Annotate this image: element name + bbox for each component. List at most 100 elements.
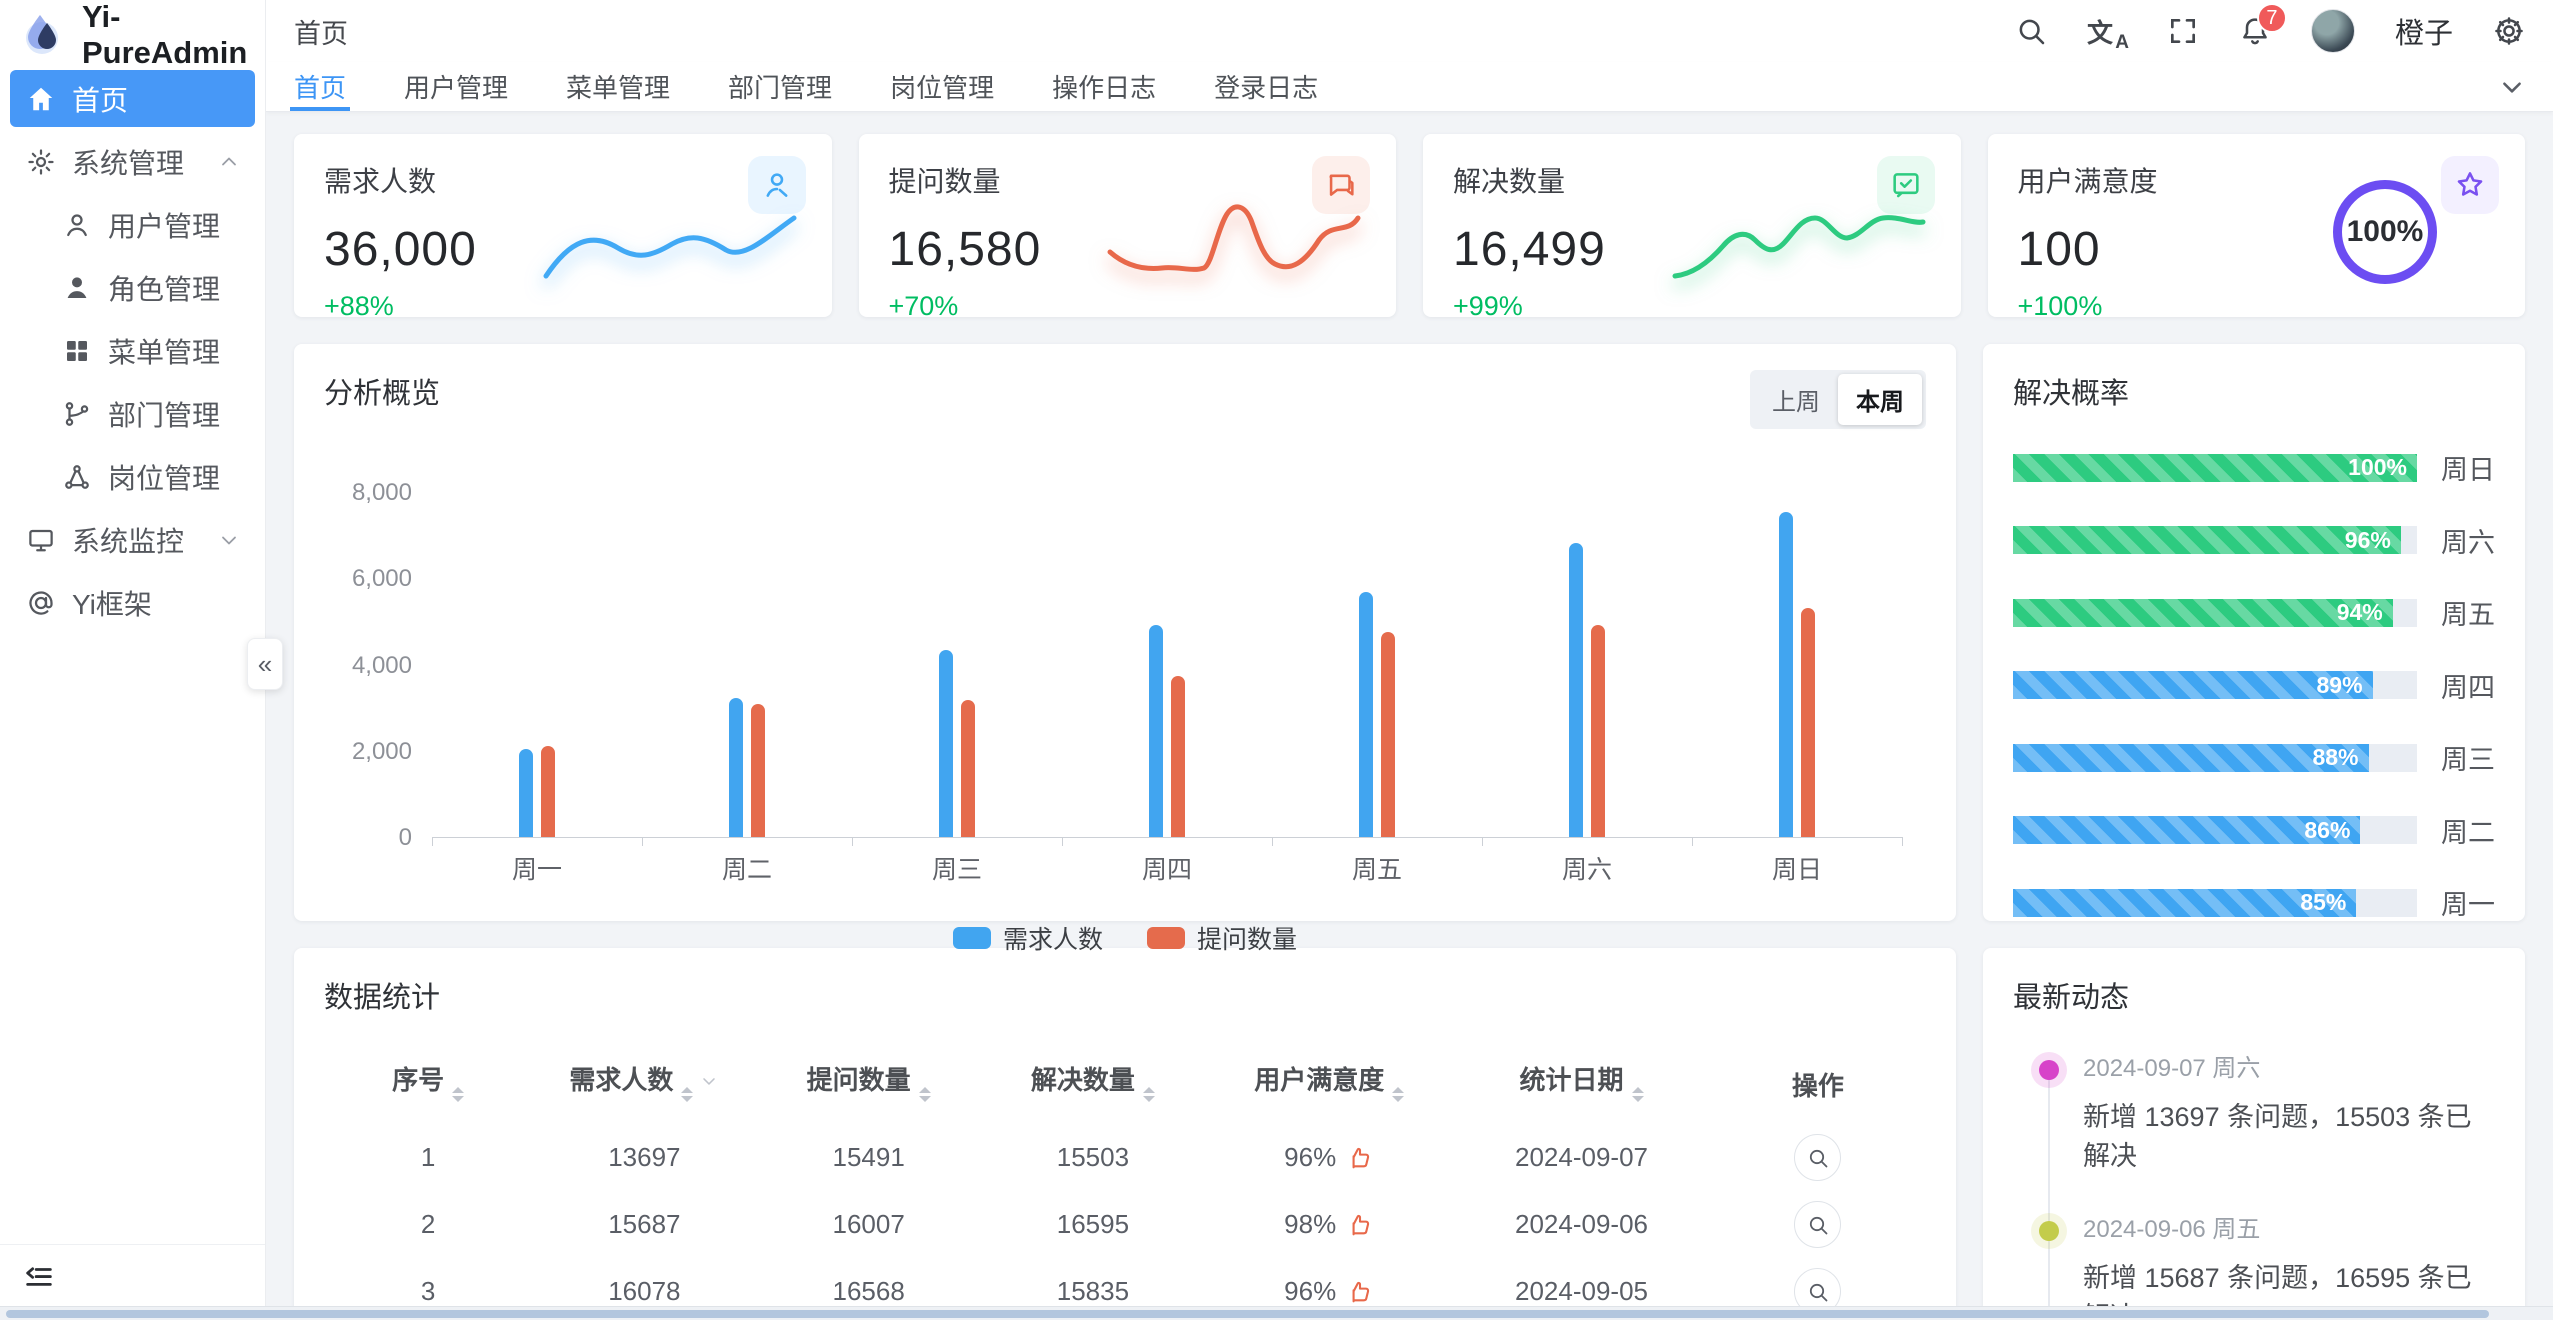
row-view-button[interactable] bbox=[1794, 1201, 1842, 1248]
bar-提问数量[interactable] bbox=[1171, 676, 1185, 837]
sidebar-item-home[interactable]: 首页 bbox=[10, 70, 255, 127]
chart-range-toggle: 上周 本周 bbox=[1750, 370, 1926, 429]
settings-gear-icon[interactable] bbox=[2493, 15, 2525, 47]
column-header-4[interactable]: 用户满意度 bbox=[1205, 1044, 1453, 1124]
tab-5[interactable]: 操作日志 bbox=[1052, 73, 1157, 103]
column-header-5[interactable]: 统计日期 bbox=[1453, 1044, 1709, 1124]
cell-index: 2 bbox=[420, 1209, 436, 1239]
solve-row-周一: 85% 周一 bbox=[2013, 883, 2495, 922]
filter-chevron-down-icon[interactable] bbox=[699, 1071, 719, 1091]
progress-fill: 100% bbox=[2013, 453, 2417, 482]
collapse-sidebar-icon[interactable] bbox=[22, 1261, 56, 1295]
column-header-2[interactable]: 提问数量 bbox=[757, 1044, 981, 1124]
table-header: 序号 需求人数 提问数量 解决数量 用户满意度 统计日期 操作 bbox=[324, 1044, 1926, 1124]
bar-需求人数[interactable] bbox=[1569, 543, 1583, 837]
home-icon bbox=[26, 84, 56, 114]
legend-item-需求人数[interactable]: 需求人数 bbox=[952, 920, 1103, 956]
timeline-title: 最新动态 bbox=[2013, 982, 2130, 1014]
stat-card-delta: +100% bbox=[2017, 291, 2103, 321]
bar-提问数量[interactable] bbox=[541, 746, 555, 837]
range-toggle-0[interactable]: 上周 bbox=[1754, 374, 1838, 425]
bar-提问数量[interactable] bbox=[1801, 608, 1815, 837]
progress-label: 周六 bbox=[2441, 527, 2495, 558]
chart-legend: 需求人数 提问数量 bbox=[324, 920, 1926, 956]
grid-icon bbox=[62, 336, 92, 366]
stat-card-title: 提问数量 bbox=[888, 166, 1001, 197]
tab-1[interactable]: 用户管理 bbox=[404, 73, 509, 103]
breadcrumb[interactable]: 首页 bbox=[294, 18, 348, 49]
user-avatar[interactable] bbox=[2310, 9, 2355, 53]
tabs: 首页 用户管理 菜单管理 部门管理 岗位管理 操作日志 登录日志 bbox=[289, 62, 1376, 111]
sidebar-edge-collapse-button[interactable]: « bbox=[247, 638, 283, 690]
sidebar-item-label: 菜单管理 bbox=[108, 336, 221, 368]
column-header-3[interactable]: 解决数量 bbox=[981, 1044, 1205, 1124]
tab-2[interactable]: 菜单管理 bbox=[566, 73, 671, 103]
sidebar-item-gear[interactable]: 系统管理 bbox=[10, 133, 255, 190]
satisfaction-percent: 98% bbox=[1284, 1209, 1337, 1239]
user-name[interactable]: 橙子 bbox=[2394, 18, 2453, 50]
horizontal-scrollbar[interactable] bbox=[0, 1306, 2553, 1320]
sort-carets-icon[interactable] bbox=[681, 1081, 694, 1108]
row-view-button[interactable] bbox=[1794, 1134, 1842, 1181]
tab-3[interactable]: 部门管理 bbox=[728, 73, 833, 103]
sidebar-item-at[interactable]: Yi框架 bbox=[10, 574, 255, 631]
sparkline bbox=[1663, 192, 1935, 301]
sidebar-item-branch[interactable]: 部门管理 bbox=[10, 385, 255, 442]
search-icon[interactable] bbox=[2015, 15, 2047, 47]
bar-chart-plot: 0 2,000 4,000 6,000 8,000 bbox=[352, 479, 1903, 851]
legend-item-提问数量[interactable]: 提问数量 bbox=[1147, 920, 1297, 956]
sidebar-item-grid[interactable]: 菜单管理 bbox=[10, 322, 255, 379]
magnifier-icon bbox=[1806, 1280, 1830, 1304]
tab-4[interactable]: 岗位管理 bbox=[890, 73, 995, 103]
progress-fill: 85% bbox=[2013, 888, 2356, 917]
sort-carets-icon[interactable] bbox=[918, 1081, 931, 1108]
bar-提问数量[interactable] bbox=[1381, 632, 1395, 837]
bar-需求人数[interactable] bbox=[519, 749, 533, 837]
sidebar-item-nodes[interactable]: 岗位管理 bbox=[10, 448, 255, 505]
tab-0[interactable]: 首页 bbox=[289, 62, 351, 111]
sort-carets-icon[interactable] bbox=[1631, 1081, 1644, 1108]
cell-satisfaction: 98% bbox=[1205, 1191, 1453, 1258]
column-header-1[interactable]: 需求人数 bbox=[532, 1044, 756, 1124]
solve-row-周六: 96% 周六 bbox=[2013, 521, 2495, 560]
bar-提问数量[interactable] bbox=[1591, 625, 1605, 837]
fullscreen-icon[interactable] bbox=[2167, 15, 2199, 47]
tabbar-chevron-down-icon[interactable] bbox=[2499, 62, 2525, 111]
bar-group-周三 bbox=[852, 493, 1062, 837]
bar-提问数量[interactable] bbox=[751, 704, 765, 837]
sort-carets-icon[interactable] bbox=[1142, 1081, 1155, 1108]
thumb-up-icon bbox=[1346, 1211, 1374, 1239]
cell-satisfaction: 96% bbox=[1205, 1258, 1453, 1320]
timeline-date: 2024-09-07 周六 bbox=[2083, 1055, 2261, 1082]
axis-tick bbox=[1272, 837, 1273, 846]
column-header-0[interactable]: 序号 bbox=[324, 1044, 532, 1124]
legend-swatch bbox=[952, 927, 991, 949]
range-toggle-1[interactable]: 本周 bbox=[1838, 374, 1922, 425]
sparkline bbox=[1098, 192, 1370, 301]
bar-需求人数[interactable] bbox=[1779, 512, 1793, 837]
app-logo[interactable]: Yi-PureAdmin bbox=[0, 0, 265, 70]
stat-card-delta: +99% bbox=[1453, 291, 1523, 321]
cell-date: 2024-09-06 bbox=[1515, 1209, 1648, 1239]
sidebar-item-monitor[interactable]: 系统监控 bbox=[10, 511, 255, 568]
bar-需求人数[interactable] bbox=[1359, 592, 1373, 837]
bar-提问数量[interactable] bbox=[961, 700, 975, 837]
stat-card-1: 提问数量 16,580 +70% bbox=[858, 134, 1396, 321]
tab-6[interactable]: 登录日志 bbox=[1214, 73, 1319, 103]
scrollbar-thumb[interactable] bbox=[6, 1310, 2489, 1318]
stat-card-value: 36,000 bbox=[324, 223, 477, 276]
sidebar-item-user-filled[interactable]: 角色管理 bbox=[10, 259, 255, 316]
sort-carets-icon[interactable] bbox=[452, 1081, 465, 1108]
progress-fill: 89% bbox=[2013, 671, 2373, 699]
sort-carets-icon[interactable] bbox=[1392, 1081, 1405, 1108]
bar-需求人数[interactable] bbox=[939, 650, 953, 837]
thumb-up-icon bbox=[1346, 1144, 1374, 1172]
sidebar-item-user[interactable]: 用户管理 bbox=[10, 196, 255, 253]
sidebar-item-label: 系统管理 bbox=[72, 147, 185, 179]
bar-需求人数[interactable] bbox=[729, 698, 743, 837]
bar-需求人数[interactable] bbox=[1149, 625, 1163, 837]
notification-bell-icon[interactable]: 7 bbox=[2239, 3, 2287, 47]
axis-tick bbox=[1692, 837, 1693, 846]
